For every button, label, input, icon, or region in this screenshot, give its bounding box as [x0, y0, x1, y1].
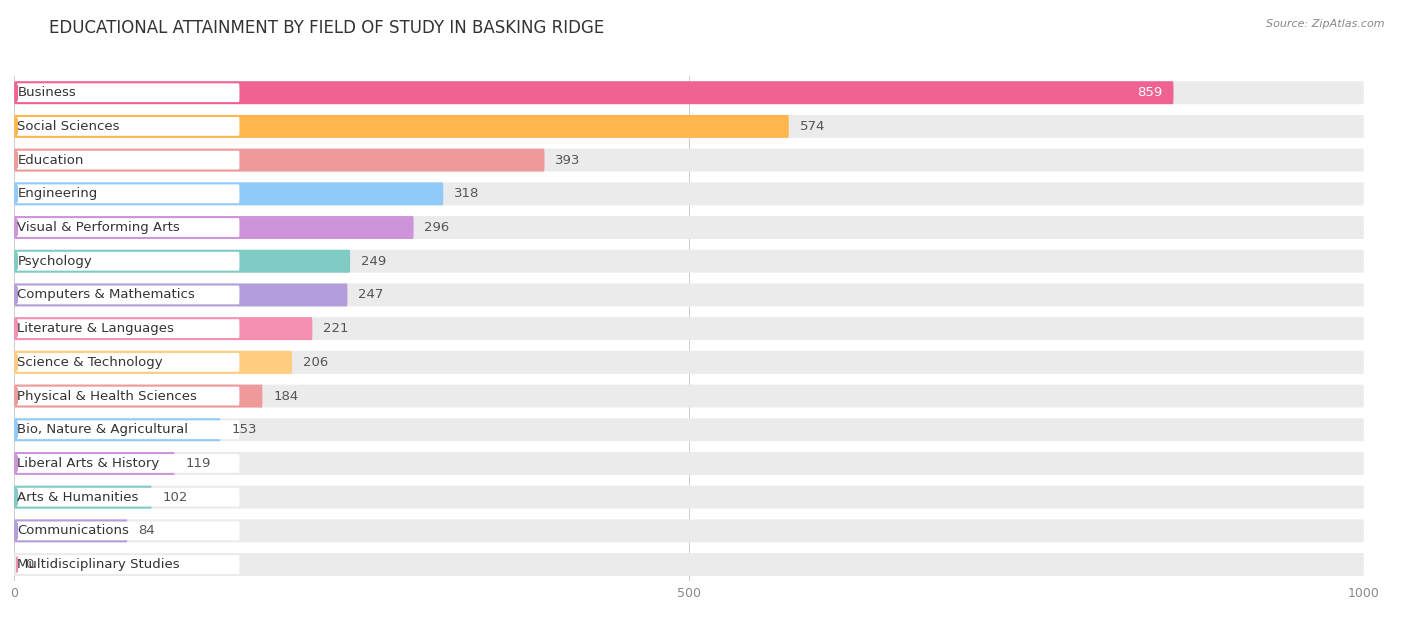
FancyBboxPatch shape [17, 353, 239, 372]
FancyBboxPatch shape [14, 520, 1364, 542]
FancyBboxPatch shape [14, 385, 263, 408]
Text: 249: 249 [361, 255, 387, 268]
FancyBboxPatch shape [14, 149, 1364, 171]
FancyBboxPatch shape [17, 218, 239, 237]
FancyBboxPatch shape [14, 82, 1174, 104]
FancyBboxPatch shape [14, 385, 1364, 408]
Text: 102: 102 [163, 490, 188, 504]
Text: 247: 247 [359, 288, 384, 301]
Text: Arts & Humanities: Arts & Humanities [17, 490, 139, 504]
Text: Computers & Mathematics: Computers & Mathematics [17, 288, 195, 301]
Text: 84: 84 [138, 525, 155, 537]
FancyBboxPatch shape [14, 486, 1364, 509]
FancyBboxPatch shape [14, 250, 350, 272]
FancyBboxPatch shape [14, 486, 152, 509]
Text: 153: 153 [232, 423, 257, 436]
FancyBboxPatch shape [17, 83, 239, 102]
Text: Liberal Arts & History: Liberal Arts & History [17, 457, 160, 470]
FancyBboxPatch shape [14, 284, 347, 307]
FancyBboxPatch shape [17, 454, 239, 473]
FancyBboxPatch shape [14, 317, 1364, 340]
FancyBboxPatch shape [14, 183, 1364, 205]
Text: 574: 574 [800, 120, 825, 133]
Text: Communications: Communications [17, 525, 129, 537]
FancyBboxPatch shape [17, 521, 239, 540]
FancyBboxPatch shape [14, 418, 221, 441]
Text: Multidisciplinary Studies: Multidisciplinary Studies [17, 558, 180, 571]
Text: 318: 318 [454, 187, 479, 200]
FancyBboxPatch shape [17, 488, 239, 507]
FancyBboxPatch shape [14, 82, 1364, 104]
Text: 206: 206 [302, 356, 328, 369]
Text: Social Sciences: Social Sciences [17, 120, 120, 133]
FancyBboxPatch shape [14, 284, 1364, 307]
FancyBboxPatch shape [17, 150, 239, 169]
Text: Psychology: Psychology [17, 255, 93, 268]
Text: Science & Technology: Science & Technology [17, 356, 163, 369]
Text: 221: 221 [323, 322, 349, 335]
Text: Business: Business [17, 86, 76, 99]
FancyBboxPatch shape [14, 351, 292, 374]
Text: Source: ZipAtlas.com: Source: ZipAtlas.com [1267, 19, 1385, 29]
Text: 393: 393 [555, 154, 581, 167]
Text: 296: 296 [425, 221, 450, 234]
FancyBboxPatch shape [14, 250, 1364, 272]
FancyBboxPatch shape [17, 185, 239, 204]
FancyBboxPatch shape [14, 216, 413, 239]
FancyBboxPatch shape [17, 387, 239, 406]
FancyBboxPatch shape [17, 420, 239, 439]
Text: Bio, Nature & Agricultural: Bio, Nature & Agricultural [17, 423, 188, 436]
Text: Literature & Languages: Literature & Languages [17, 322, 174, 335]
Text: 0: 0 [25, 558, 34, 571]
Text: EDUCATIONAL ATTAINMENT BY FIELD OF STUDY IN BASKING RIDGE: EDUCATIONAL ATTAINMENT BY FIELD OF STUDY… [49, 19, 605, 37]
Text: Education: Education [17, 154, 84, 167]
FancyBboxPatch shape [17, 319, 239, 338]
Text: 859: 859 [1137, 86, 1163, 99]
FancyBboxPatch shape [14, 183, 443, 205]
Text: Visual & Performing Arts: Visual & Performing Arts [17, 221, 180, 234]
FancyBboxPatch shape [17, 286, 239, 305]
Text: Engineering: Engineering [17, 187, 97, 200]
Text: 184: 184 [273, 389, 298, 403]
FancyBboxPatch shape [14, 115, 1364, 138]
Text: 119: 119 [186, 457, 211, 470]
FancyBboxPatch shape [14, 452, 174, 475]
FancyBboxPatch shape [14, 216, 1364, 239]
FancyBboxPatch shape [17, 555, 239, 574]
FancyBboxPatch shape [14, 317, 312, 340]
FancyBboxPatch shape [14, 418, 1364, 441]
FancyBboxPatch shape [17, 252, 239, 270]
FancyBboxPatch shape [14, 553, 1364, 576]
FancyBboxPatch shape [14, 149, 544, 171]
Text: Physical & Health Sciences: Physical & Health Sciences [17, 389, 197, 403]
FancyBboxPatch shape [14, 351, 1364, 374]
FancyBboxPatch shape [17, 117, 239, 136]
FancyBboxPatch shape [14, 452, 1364, 475]
FancyBboxPatch shape [14, 115, 789, 138]
FancyBboxPatch shape [14, 520, 128, 542]
